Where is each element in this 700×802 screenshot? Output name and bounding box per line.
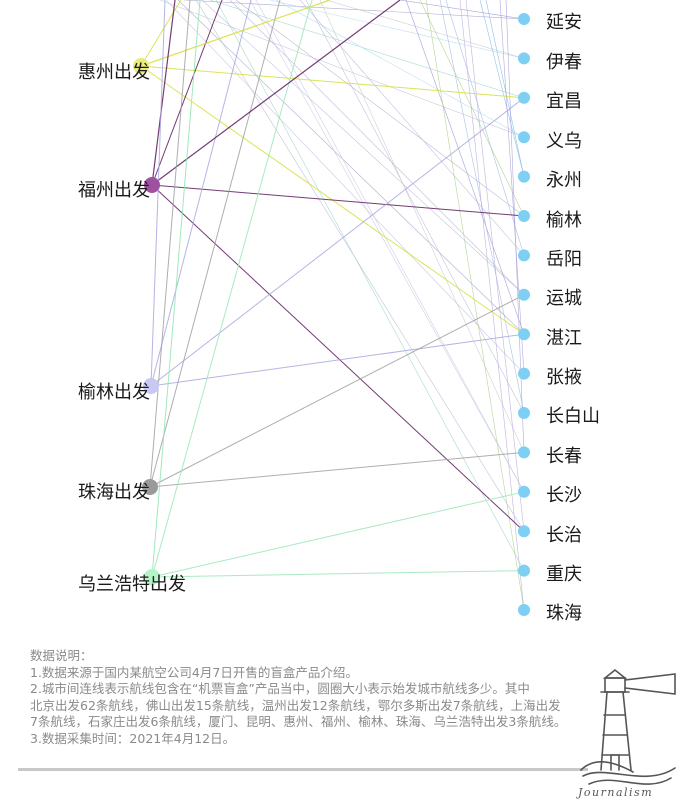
- dest-label: 张掖: [546, 367, 582, 388]
- dest-label: 宜昌: [546, 91, 582, 112]
- origin-route-line: [151, 184, 525, 532]
- destination-node-dot: [518, 131, 530, 144]
- destination-node-dot: [518, 52, 530, 65]
- origin-route-line: [151, 570, 525, 578]
- lighthouse-logo-icon: [580, 668, 676, 785]
- background-route-line: [425, 0, 525, 611]
- destination-node-dot: [518, 367, 530, 380]
- notes-line: 3.数据采集时间：2021年4月12日。: [30, 730, 236, 746]
- background-route-line: [465, 0, 525, 532]
- background-route-line: [399, 0, 525, 20]
- background-route-line: [405, 0, 525, 335]
- origin-node-dot: [144, 177, 160, 193]
- origin-route-line: [140, 0, 182, 67]
- origin-route-line: [151, 0, 201, 578]
- dest-label: 运城: [546, 288, 582, 309]
- origin-node-dot: [142, 479, 158, 495]
- destination-node-dot: [518, 91, 530, 104]
- background-route-line: [229, 0, 525, 296]
- origin-route-line: [150, 0, 252, 387]
- origin-route-line: [151, 0, 401, 186]
- origin-route-line: [149, 0, 191, 488]
- dest-label: 长白山: [546, 406, 600, 427]
- origin-label-huizhou: 惠州出发: [78, 62, 150, 83]
- background-route-line: [209, 0, 525, 99]
- origin-route-line: [150, 333, 525, 387]
- destination-node-dot: [518, 249, 530, 262]
- dest-label: 岳阳: [546, 249, 582, 270]
- destination-node-dot: [518, 604, 530, 616]
- notes-line: 7条航线，石家庄出发6条航线，厦门、昆明、惠州、福州、榆林、珠海、乌兰浩特出发3…: [30, 714, 567, 729]
- background-route-line: [215, 0, 525, 571]
- background-route-line: [249, 0, 525, 492]
- destination-node-dot: [518, 288, 530, 301]
- background-route-line: [183, 0, 525, 20]
- origin-route-line: [140, 65, 525, 99]
- dest-label: 湛江: [546, 328, 582, 349]
- origin-route-line: [151, 184, 525, 217]
- background-route-line: [319, 0, 525, 453]
- origin-route-line: [151, 0, 223, 186]
- destination-node-dot: [518, 210, 530, 222]
- background-route-line: [269, 0, 525, 59]
- route-lines: [133, 0, 530, 616]
- background-route-line: [439, 0, 525, 414]
- data-notes: 数据说明： 1.数据来源于国内某航空公司4月7日开售的盲盒产品介绍。 2.城市间…: [30, 648, 610, 747]
- dest-label: 延安: [546, 12, 582, 33]
- dest-label: 重庆: [546, 564, 582, 585]
- background-route-line: [165, 0, 525, 374]
- dest-label: 义乌: [546, 131, 582, 152]
- destination-node-dot: [518, 446, 530, 459]
- notes-line: 1.数据来源于国内某航空公司4月7日开售的盲盒产品介绍。: [30, 664, 358, 680]
- origin-label-wulanhaote: 乌兰浩特出发: [78, 574, 186, 595]
- destination-node-dot: [518, 328, 530, 341]
- background-route-line: [299, 0, 525, 256]
- dest-label: 长春: [546, 446, 582, 467]
- origin-route-line: [149, 451, 525, 488]
- origin-node-dot: [144, 569, 160, 585]
- destination-node-dot: [518, 485, 530, 498]
- notes-line: 北京出发62条航线，佛山出发15条航线，温州出发12条航线，鄂尔多斯出发7条航线…: [30, 697, 561, 713]
- notes-line: 2.城市间连线表示航线包含在“机票盲盒”产品当中，圆圈大小表示始发城市航线多少。…: [30, 681, 530, 696]
- origin-label-zhuhai: 珠海出发: [78, 482, 150, 503]
- origin-node-dot: [143, 378, 159, 394]
- dest-label: 伊春: [546, 52, 582, 73]
- notes-title: 数据说明：: [30, 648, 93, 663]
- background-route-line: [459, 0, 525, 611]
- origin-route-line: [150, 0, 166, 387]
- destination-node-dot: [518, 525, 530, 538]
- origin-route-line: [149, 0, 281, 488]
- background-route-line: [479, 0, 525, 177]
- dest-label: 长沙: [546, 485, 582, 506]
- origin-route-line: [150, 97, 525, 387]
- background-route-line: [195, 0, 525, 532]
- logo-text: Journalism: [578, 786, 654, 799]
- bottom-divider: [18, 768, 588, 771]
- origin-route-line: [151, 0, 176, 186]
- background-route-line: [419, 0, 525, 217]
- background-route-line: [201, 0, 525, 296]
- dest-label: 长治: [546, 525, 582, 546]
- destination-node-dot: [518, 407, 530, 419]
- origin-node-dot: [133, 58, 149, 74]
- background-route-line: [275, 0, 525, 138]
- dest-label: 珠海: [546, 603, 582, 624]
- origin-label-yulin: 榆林出发: [78, 382, 150, 403]
- origin-route-line: [140, 0, 331, 67]
- destination-node-dot: [518, 170, 530, 183]
- background-route-line: [325, 0, 525, 59]
- dest-label: 永州: [546, 170, 582, 191]
- background-route-line: [255, 0, 525, 492]
- dest-label: 榆林: [546, 210, 582, 231]
- origin-label-fuzhou: 福州出发: [78, 180, 150, 201]
- background-route-line: [235, 0, 525, 217]
- background-route-line: [499, 0, 525, 374]
- destination-node-dot: [518, 13, 530, 25]
- background-route-line: [485, 0, 525, 177]
- origin-route-line: [151, 491, 525, 578]
- origin-route-line: [149, 294, 525, 488]
- destination-node-dot: [518, 564, 530, 577]
- background-route-line: [177, 0, 525, 335]
- origin-route-line: [151, 0, 313, 578]
